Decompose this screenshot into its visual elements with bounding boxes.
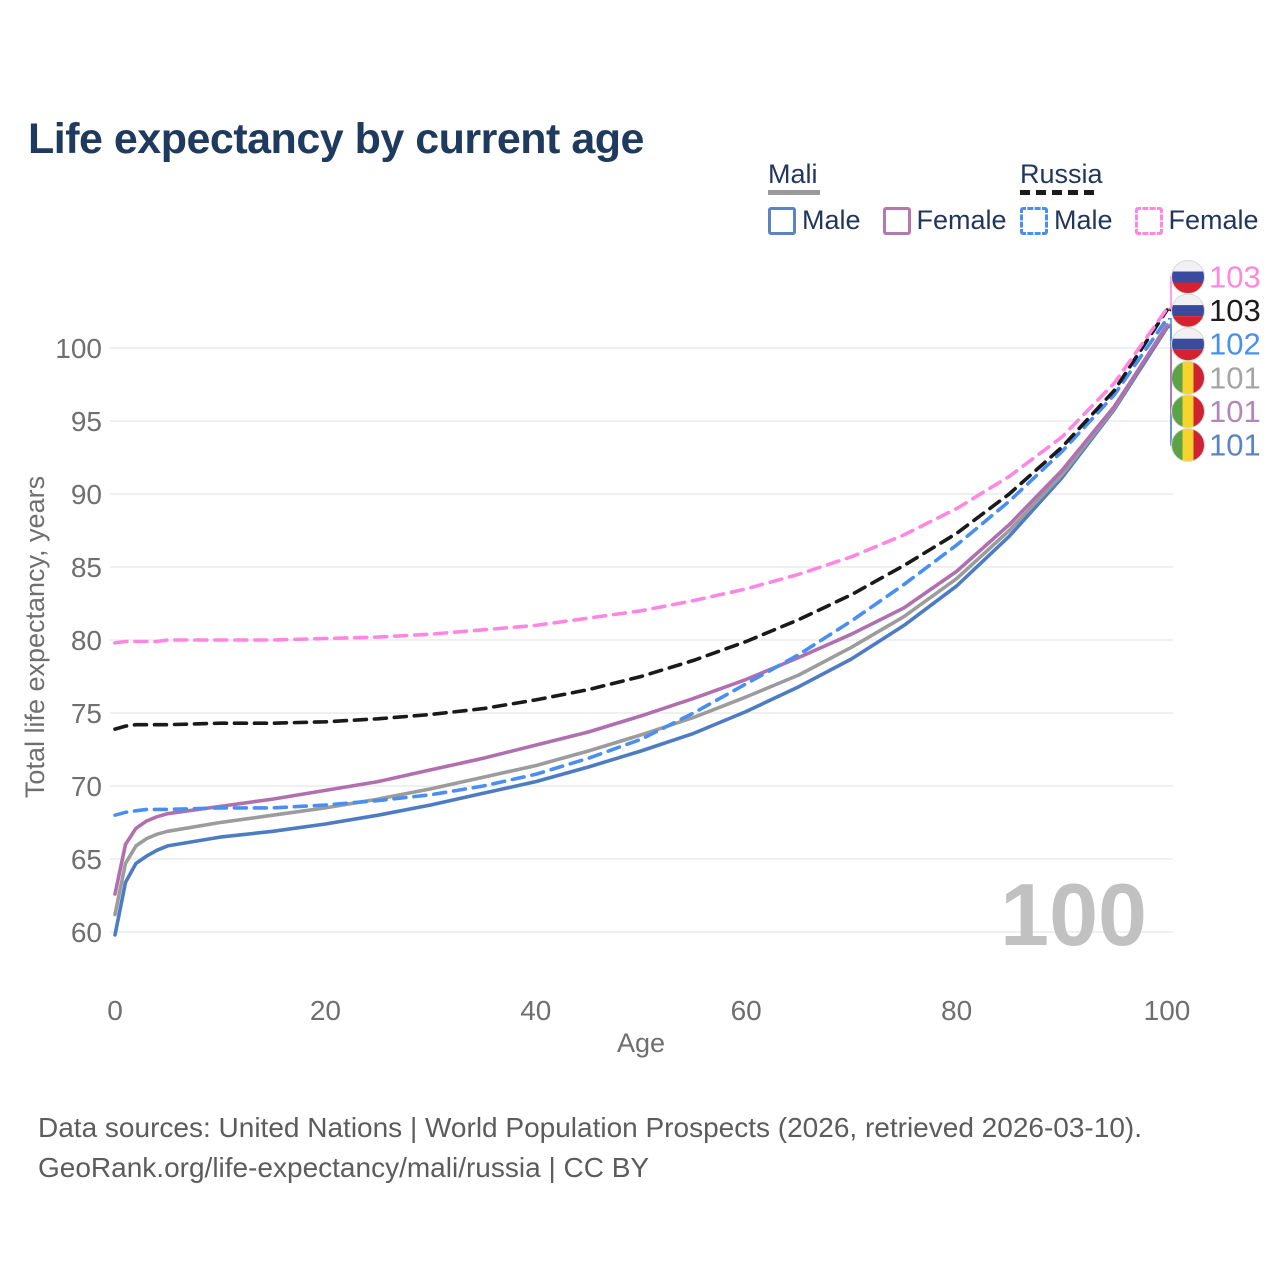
x-tick-label: 20 bbox=[310, 995, 341, 1026]
russia-male-checkbox-icon[interactable] bbox=[1020, 206, 1048, 235]
series-line-mali-both bbox=[113, 322, 1169, 917]
y-tick-label: 60 bbox=[71, 917, 102, 948]
end-value-label-russia-female: 103 bbox=[1209, 260, 1261, 295]
mali-flag-icon bbox=[1171, 428, 1205, 462]
x-axis-title: Age bbox=[617, 1028, 665, 1058]
legend-item-label: Male bbox=[802, 205, 861, 235]
legend-country-label-mali: Mali bbox=[768, 159, 818, 189]
mali-flag-icon bbox=[1171, 394, 1205, 428]
russia-flag-icon bbox=[1171, 260, 1205, 294]
x-tick-label: 80 bbox=[941, 995, 972, 1026]
mali-flag-icon bbox=[1171, 361, 1205, 395]
x-tick-label: 100 bbox=[1144, 995, 1191, 1026]
y-tick-label: 85 bbox=[71, 552, 102, 583]
flag-outline bbox=[1171, 260, 1205, 294]
y-tick-label: 90 bbox=[71, 479, 102, 510]
series-line-russia-female bbox=[113, 306, 1169, 645]
series-line-russia-male bbox=[113, 317, 1169, 817]
y-tick-label: 70 bbox=[71, 771, 102, 802]
legend-item-russia-female[interactable]: Female bbox=[1134, 205, 1259, 236]
end-value-label-mali-both: 101 bbox=[1209, 360, 1261, 395]
x-tick-label: 60 bbox=[731, 995, 762, 1026]
end-value-label-mali-female: 101 bbox=[1209, 394, 1261, 429]
georank-url-line: GeoRank.org/life-expectancy/mali/russia … bbox=[38, 1152, 650, 1183]
y-axis-title: Total life expectancy, years bbox=[20, 476, 50, 798]
legend-group-russia: Russia Male Female bbox=[1020, 160, 1280, 236]
legend-item-mali-female[interactable]: Female bbox=[882, 205, 1007, 236]
legend-item-label: Female bbox=[916, 205, 1007, 235]
flag-outline bbox=[1171, 394, 1205, 429]
russia-flag-icon bbox=[1171, 294, 1205, 328]
mali-female-checkbox-icon[interactable] bbox=[882, 206, 911, 235]
legend-country-label-russia: Russia bbox=[1020, 159, 1103, 189]
page-title: Life expectancy by current age bbox=[28, 114, 644, 163]
legend-item-mali-male[interactable]: Male bbox=[768, 205, 861, 236]
legend: Mali Male Female Russia Male Female bbox=[0, 160, 1280, 240]
legend-item-russia-male[interactable]: Male bbox=[1020, 205, 1113, 236]
russia-dashed-line-swatch bbox=[1020, 190, 1094, 195]
age-frame-watermark: 100 bbox=[1000, 865, 1147, 964]
y-tick-label: 75 bbox=[71, 698, 102, 729]
flag-outline bbox=[1171, 428, 1205, 462]
mali-male-checkbox-icon[interactable] bbox=[768, 206, 796, 235]
series-line-mali-female bbox=[113, 324, 1169, 896]
legend-item-label: Female bbox=[1168, 205, 1259, 235]
end-value-label-russia-both: 103 bbox=[1209, 293, 1261, 328]
mali-solid-line-swatch bbox=[768, 190, 820, 195]
data-sources-line: Data sources: United Nations | World Pop… bbox=[38, 1112, 1143, 1143]
legend-item-label: Male bbox=[1054, 205, 1113, 235]
russia-female-checkbox-icon[interactable] bbox=[1134, 206, 1163, 235]
end-value-label-mali-male: 101 bbox=[1209, 428, 1261, 463]
y-tick-label: 65 bbox=[71, 844, 102, 875]
series-line-mali-male bbox=[113, 325, 1169, 937]
y-tick-label: 95 bbox=[71, 406, 102, 437]
x-tick-label: 40 bbox=[520, 995, 551, 1026]
series-line-russia-both bbox=[113, 308, 1169, 731]
y-tick-label: 80 bbox=[71, 625, 102, 656]
y-tick-label: 100 bbox=[55, 333, 102, 364]
russia-flag-icon bbox=[1171, 327, 1205, 361]
end-value-label-russia-male: 102 bbox=[1209, 327, 1261, 362]
legend-group-mali: Mali Male Female bbox=[768, 160, 1029, 236]
flag-outline bbox=[1171, 327, 1205, 362]
flag-outline bbox=[1171, 293, 1205, 328]
source-attribution: Data sources: United Nations | World Pop… bbox=[38, 1108, 1142, 1188]
x-tick-label: 0 bbox=[107, 995, 123, 1026]
